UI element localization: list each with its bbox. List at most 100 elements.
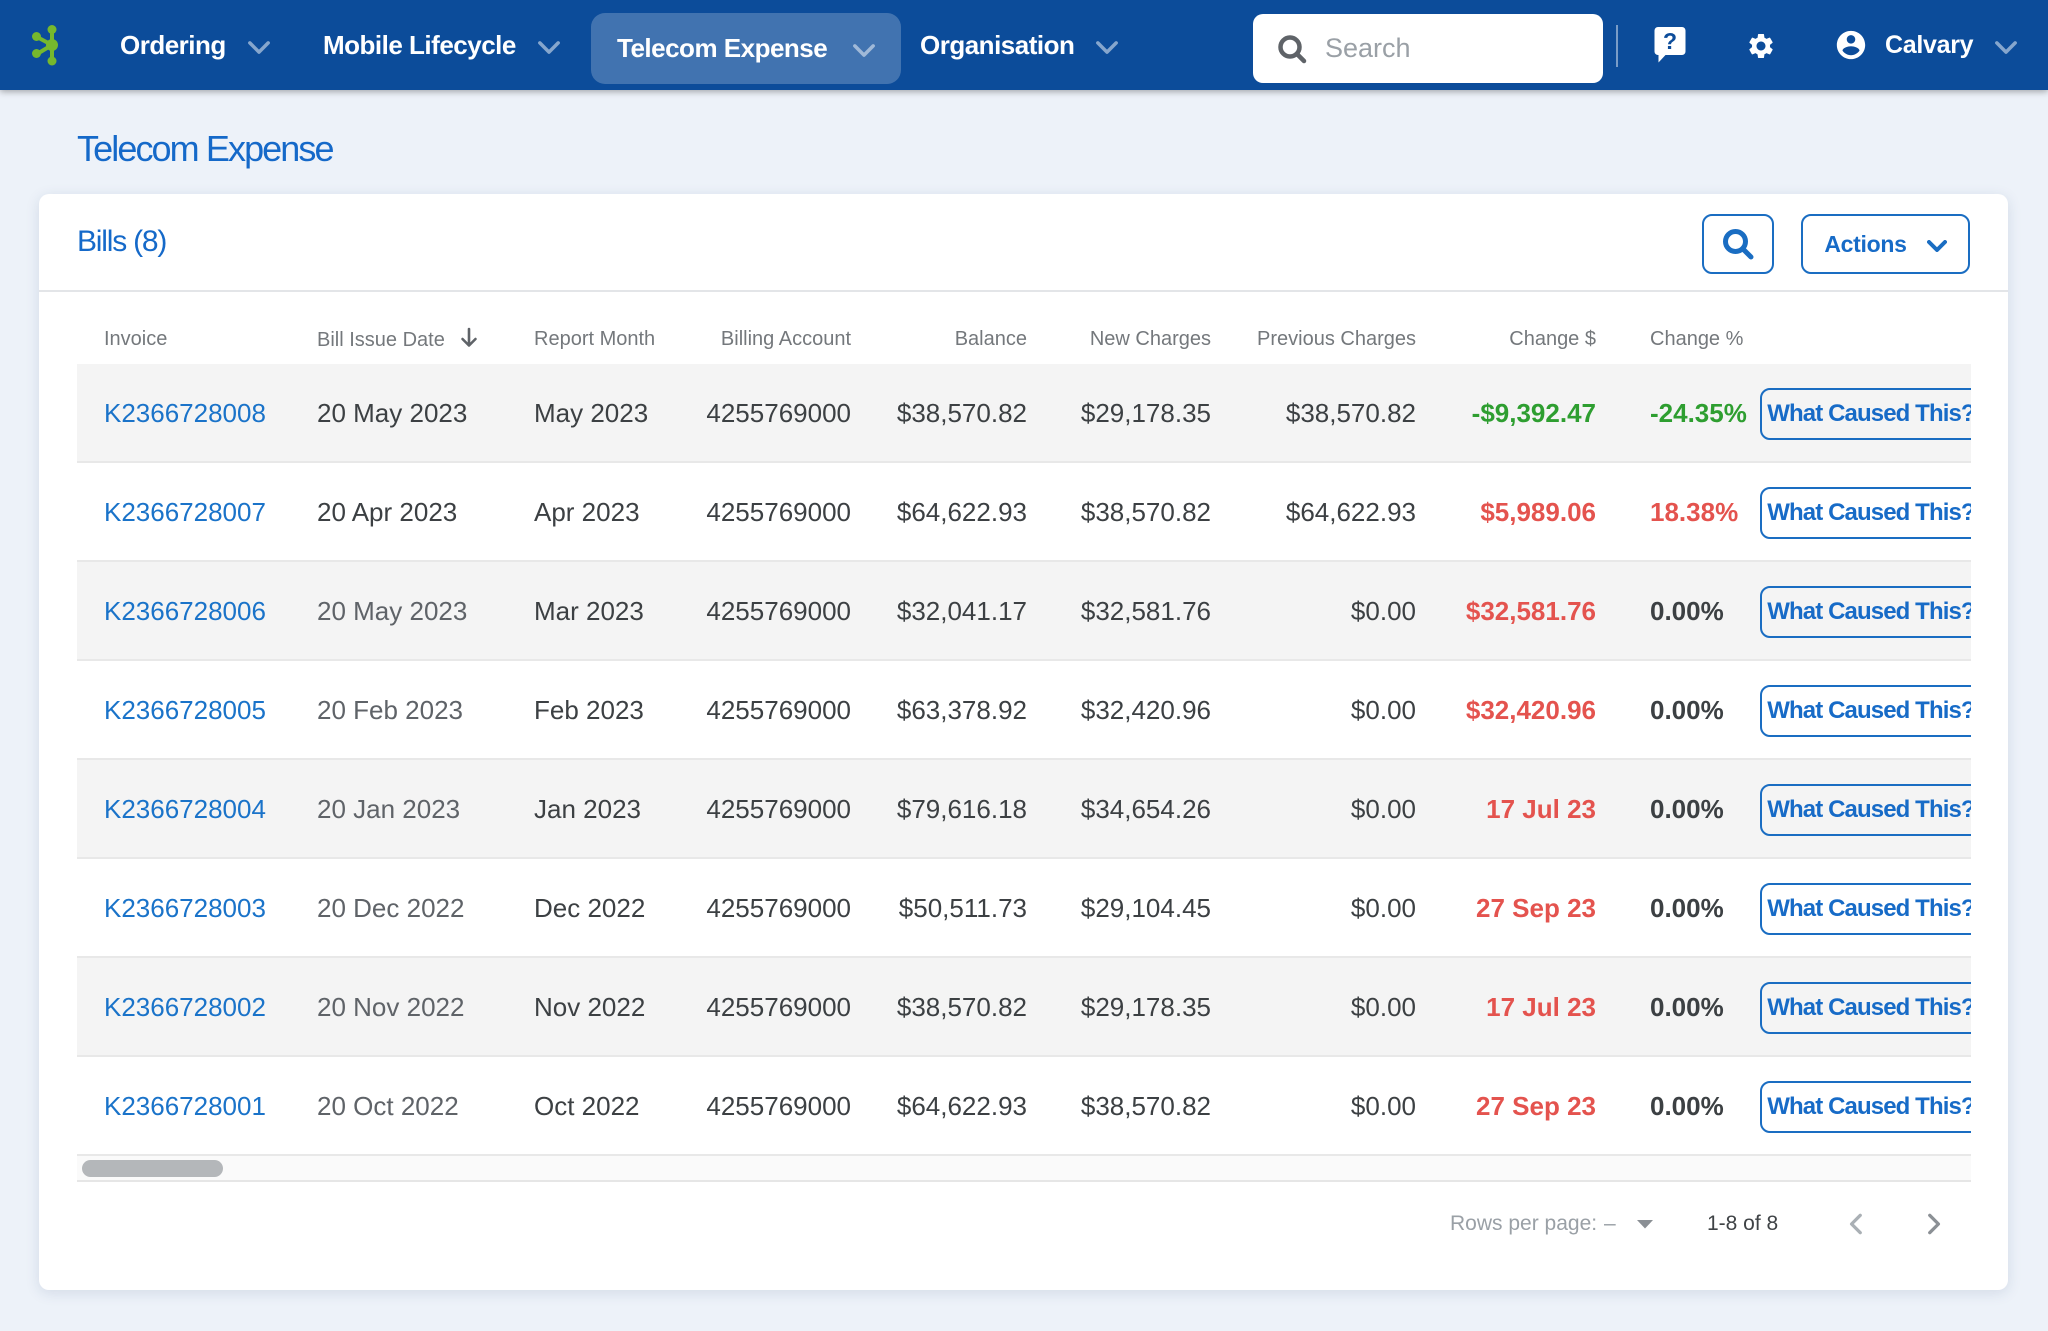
bills-card: Bills (8) Actions Invoice Bill Issue Dat… <box>39 194 2008 1290</box>
column-header-change-dollar[interactable]: Change $ <box>1509 327 1596 350</box>
report-month-cell: Oct 2022 <box>507 1057 702 1156</box>
pagination-range: 1-8 of 8 <box>1707 1212 1779 1235</box>
next-page-button[interactable] <box>1920 1182 1946 1266</box>
what-caused-this-cell: What Caused This? <box>1744 661 1971 760</box>
balance-cell: $63,378.92 <box>867 661 1043 760</box>
billing-account-cell: 4255769000 <box>702 562 867 661</box>
column-header-previous-charges[interactable]: Previous Charges <box>1257 327 1416 350</box>
table-search-button[interactable] <box>1702 214 1774 274</box>
column-header-balance[interactable]: Balance <box>954 327 1027 350</box>
new-charges-cell: $32,420.96 <box>1043 661 1227 760</box>
bills-card-header: Bills (8) Actions <box>39 194 2008 290</box>
invoice-link[interactable]: K2366728008 <box>77 364 290 463</box>
bills-table: Invoice Bill Issue Date Report Month Bil… <box>77 292 1971 1156</box>
invoice-link[interactable]: K2366728003 <box>77 859 290 958</box>
balance-cell: $64,622.93 <box>867 1057 1043 1156</box>
invoice-link[interactable]: K2366728001 <box>77 1057 290 1156</box>
invoice-link[interactable]: K2366728005 <box>77 661 290 760</box>
new-charges-cell: $34,654.26 <box>1043 760 1227 859</box>
app-logo-icon[interactable] <box>31 24 61 66</box>
bill-issue-date-cell: 20 Apr 2023 <box>290 463 507 562</box>
table-row: K2366728003 20 Dec 2022 Dec 2022 4255769000… <box>77 859 1971 958</box>
svg-text:?: ? <box>1663 28 1677 54</box>
what-caused-this-button[interactable]: What Caused This? <box>1760 684 1971 737</box>
nav-item-mobile-lifecycle[interactable]: Mobile Lifecycle <box>323 0 560 90</box>
invoice-link[interactable]: K2366728002 <box>77 958 290 1057</box>
change-percent-cell: 0.00% <box>1612 958 1744 1057</box>
balance-cell: $50,511.73 <box>867 859 1043 958</box>
report-month-cell: Jan 2023 <box>507 760 702 859</box>
user-name: Calvary <box>1885 30 1974 59</box>
balance-cell: $38,570.82 <box>867 364 1043 463</box>
nav-item-telecom-expense-label: Telecom Expense <box>617 33 828 63</box>
bills-table-scroll-area: Invoice Bill Issue Date Report Month Bil… <box>77 292 1971 1156</box>
previous-charges-cell: $38,570.82 <box>1227 364 1432 463</box>
bills-count-title: Bills (8) <box>77 225 167 258</box>
report-month-cell: Nov 2022 <box>507 958 702 1057</box>
nav-item-telecom-expense[interactable]: Telecom Expense <box>591 13 902 84</box>
table-header-row: Invoice Bill Issue Date Report Month Bil… <box>77 292 1971 364</box>
column-header-bill-issue-date[interactable]: Bill Issue Date <box>290 292 507 364</box>
nav-item-ordering[interactable]: Ordering <box>120 0 270 90</box>
billing-account-cell: 4255769000 <box>702 463 867 562</box>
chevron-down-icon <box>1926 239 1947 252</box>
change-percent-cell: 0.00% <box>1612 760 1744 859</box>
change-percent-cell: -24.35% <box>1612 364 1747 463</box>
avatar-icon <box>1836 30 1866 60</box>
previous-charges-cell: $0.00 <box>1227 859 1432 958</box>
what-caused-this-cell: What Caused This? <box>1744 859 1971 958</box>
actions-button[interactable]: Actions <box>1801 214 1970 274</box>
change-dollar-cell: $5,989.06 <box>1432 463 1612 562</box>
new-charges-cell: $38,570.82 <box>1043 463 1227 562</box>
chevron-down-icon <box>853 44 876 57</box>
previous-charges-cell: $0.00 <box>1227 661 1432 760</box>
previous-charges-cell: $0.00 <box>1227 562 1432 661</box>
invoice-link[interactable]: K2366728006 <box>77 562 290 661</box>
bill-issue-date-cell: 20 Nov 2022 <box>290 958 507 1057</box>
search-input[interactable] <box>1325 33 1575 64</box>
invoice-link[interactable]: K2366728007 <box>77 463 290 562</box>
user-menu[interactable]: Calvary <box>1834 0 2018 90</box>
what-caused-this-button[interactable]: What Caused This? <box>1760 783 1971 836</box>
search-icon <box>1278 34 1307 63</box>
balance-cell: $64,622.93 <box>867 463 1043 562</box>
gear-icon[interactable] <box>1746 31 1776 61</box>
billing-account-cell: 4255769000 <box>702 1057 867 1156</box>
column-header-invoice[interactable]: Invoice <box>104 327 168 350</box>
table-row: K2366728001 20 Oct 2022 Oct 2022 4255769000… <box>77 1057 1971 1156</box>
what-caused-this-cell: What Caused This? <box>1744 562 1971 661</box>
table-row: K2366728004 20 Jan 2023 Jan 2023 4255769000… <box>77 760 1971 859</box>
change-dollar-cell: 17 Jul 23 <box>1432 958 1612 1057</box>
new-charges-cell: $32,581.76 <box>1043 562 1227 661</box>
horizontal-scrollbar-thumb[interactable] <box>82 1160 223 1177</box>
column-header-report-month[interactable]: Report Month <box>534 327 656 350</box>
rows-per-page-dropdown-icon[interactable] <box>1636 1182 1654 1266</box>
change-dollar-cell: 27 Sep 23 <box>1432 1057 1612 1156</box>
what-caused-this-button[interactable]: What Caused This? <box>1760 585 1971 638</box>
nav-item-organisation[interactable]: Organisation <box>920 0 1119 90</box>
bill-issue-date-cell: 20 May 2023 <box>290 562 507 661</box>
what-caused-this-button[interactable]: What Caused This? <box>1760 486 1971 539</box>
what-caused-this-button[interactable]: What Caused This? <box>1760 882 1971 935</box>
what-caused-this-button[interactable]: What Caused This? <box>1760 1080 1971 1133</box>
page-title: Telecom Expense <box>77 128 335 169</box>
nav-item-organisation-label: Organisation <box>920 29 1075 60</box>
what-caused-this-cell: What Caused This? <box>1744 1057 1971 1156</box>
column-header-change-percent[interactable]: Change % <box>1650 327 1744 350</box>
what-caused-this-button[interactable]: What Caused This? <box>1760 387 1971 440</box>
column-header-billing-account[interactable]: Billing Account <box>720 327 851 350</box>
table-row: K2366728008 20 May 2023 May 2023 4255769000… <box>77 364 1971 463</box>
help-icon[interactable]: ? <box>1654 26 1686 64</box>
billing-account-cell: 4255769000 <box>702 661 867 760</box>
balance-cell: $38,570.82 <box>867 958 1043 1057</box>
report-month-cell: Feb 2023 <box>507 661 702 760</box>
invoice-link[interactable]: K2366728004 <box>77 760 290 859</box>
column-header-actions <box>1744 292 1971 364</box>
bill-issue-date-cell: 20 Jan 2023 <box>290 760 507 859</box>
column-header-new-charges[interactable]: New Charges <box>1089 327 1211 350</box>
balance-cell: $32,041.17 <box>867 562 1043 661</box>
what-caused-this-button[interactable]: What Caused This? <box>1760 981 1971 1034</box>
rows-per-page-value[interactable]: – <box>1604 1212 1616 1235</box>
global-search-box <box>1253 14 1603 83</box>
previous-page-button[interactable] <box>1844 1182 1870 1266</box>
